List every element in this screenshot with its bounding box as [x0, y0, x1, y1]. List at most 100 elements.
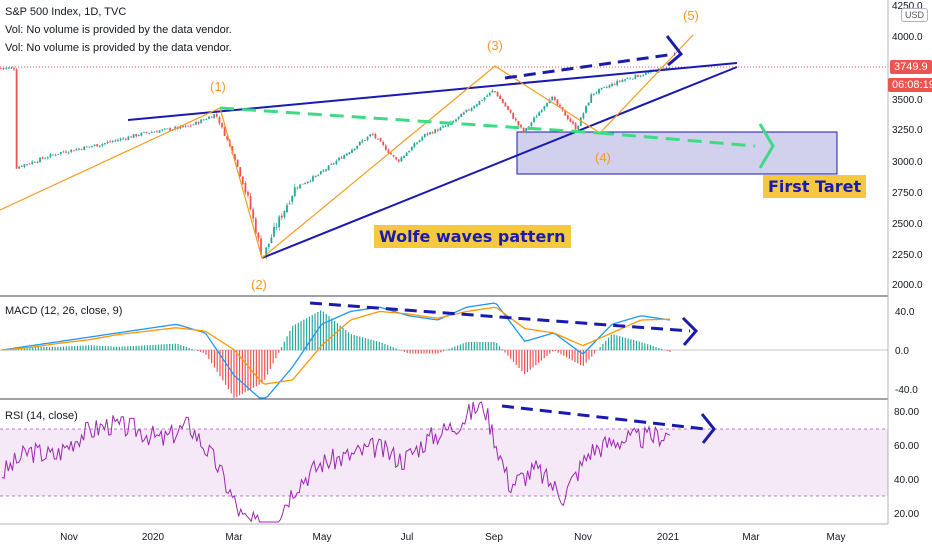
macd-histogram-bar	[57, 346, 59, 351]
macd-histogram-bar	[166, 344, 168, 351]
candle-body	[213, 114, 216, 119]
currency-button[interactable]: USD	[901, 8, 929, 22]
macd-histogram-bar	[409, 350, 411, 354]
candle-body	[551, 96, 554, 101]
candle-body	[132, 134, 135, 138]
macd-histogram-bar	[661, 348, 663, 351]
candle-body	[499, 95, 502, 99]
wolfe-pattern-label[interactable]: Wolfe waves pattern	[374, 225, 571, 248]
macd-histogram-bar	[443, 350, 445, 352]
candle-body	[384, 145, 387, 151]
candle-body	[564, 109, 567, 116]
macd-histogram-bar	[157, 344, 160, 351]
candle-body	[0, 68, 2, 69]
candle-body	[46, 157, 49, 159]
macd-histogram-bar	[23, 347, 25, 351]
candle-body	[431, 132, 434, 134]
macd-histogram-bar	[440, 350, 442, 353]
macd-histogram-bar	[381, 342, 383, 351]
macd-histogram-bar	[568, 350, 570, 359]
candle-body	[366, 136, 369, 140]
macd-histogram-bar	[194, 349, 196, 351]
candle-body	[31, 161, 34, 164]
macd-histogram-bar	[459, 344, 461, 351]
macd-histogram-bar	[71, 346, 73, 351]
candle-body	[631, 78, 634, 80]
macd-histogram-bar	[582, 350, 584, 366]
candle-body	[59, 152, 62, 155]
candle-body	[44, 158, 47, 160]
candle-body	[668, 67, 671, 69]
macd-histogram-bar	[79, 345, 81, 351]
green-target-arrowhead[interactable]	[758, 123, 775, 169]
wave-1-4-line[interactable]	[219, 106, 601, 135]
candle-body	[590, 94, 593, 103]
candle-body	[473, 106, 476, 109]
macd-histogram-bar	[515, 350, 517, 365]
candle-body	[301, 183, 304, 185]
candle-body	[36, 161, 39, 163]
candle-body	[169, 128, 171, 131]
macd-histogram-bar	[384, 344, 386, 351]
macd-histogram-bar	[504, 350, 506, 353]
candle-body	[600, 87, 603, 90]
candle-body	[517, 121, 520, 126]
macd-histogram-bar	[211, 350, 213, 364]
time-tick: 2021	[657, 532, 680, 543]
macd-histogram-bar	[585, 350, 587, 363]
countdown-timer-tag: 06:08:19	[888, 78, 932, 92]
candle-body	[75, 149, 78, 151]
candle-body	[7, 67, 10, 69]
green-target-line[interactable]	[599, 131, 756, 148]
macd-histogram-bar	[222, 350, 224, 381]
candle-body	[348, 152, 351, 155]
candle-body	[265, 247, 268, 258]
macd-histogram-bar	[266, 350, 269, 375]
macd-histogram-bar	[76, 345, 79, 351]
macd-histogram-bar	[261, 350, 263, 384]
candle-body	[135, 134, 138, 137]
time-tick: Mar	[742, 532, 760, 543]
candle-body	[283, 210, 286, 218]
time-tick: Nov	[60, 532, 78, 543]
candle-body	[579, 117, 582, 126]
candle-body	[478, 100, 481, 105]
rsi-band	[0, 429, 888, 496]
macd-histogram-bar	[40, 346, 42, 351]
candle-body	[114, 140, 117, 142]
macd-histogram-bar	[526, 350, 529, 373]
candle-body	[572, 121, 574, 124]
candlestick-series	[0, 66, 671, 260]
macd-histogram-bar	[205, 350, 207, 355]
candle-body	[426, 133, 429, 135]
macd-histogram-bar	[169, 343, 171, 351]
macd-title: MACD (12, 26, close, 9)	[5, 305, 123, 317]
wolfe-wave-lines[interactable]	[0, 34, 694, 260]
macd-histogram-bar	[633, 339, 635, 351]
rsi-tick: 40.00	[894, 475, 919, 486]
candle-body	[327, 165, 330, 171]
macd-histogram-bar	[613, 334, 615, 351]
macd-histogram-bar	[85, 345, 87, 351]
macd-histogram-bar	[507, 350, 509, 356]
candle-body	[582, 113, 585, 119]
macd-histogram-bar	[269, 350, 271, 369]
rsi-dashed-arrow	[501, 404, 706, 431]
first-target-label[interactable]: First Taret	[763, 175, 867, 198]
price-tick: 4000.0	[892, 32, 923, 43]
macd-histogram-bar	[565, 350, 568, 358]
candle-body	[374, 134, 377, 139]
macd-tick: 40.0	[895, 307, 915, 318]
lower-trendline[interactable]	[261, 66, 738, 259]
macd-histogram-bar	[127, 346, 129, 351]
candle-body	[286, 205, 288, 213]
macd-histogram-bar	[238, 350, 241, 396]
macd-histogram-bar	[62, 346, 65, 351]
candle-body	[5, 67, 8, 69]
candle-body	[278, 216, 281, 228]
upper-trendline[interactable]	[127, 62, 738, 121]
candle-body	[556, 99, 559, 105]
candle-body	[236, 159, 239, 167]
macd-histogram-bar	[510, 350, 512, 359]
